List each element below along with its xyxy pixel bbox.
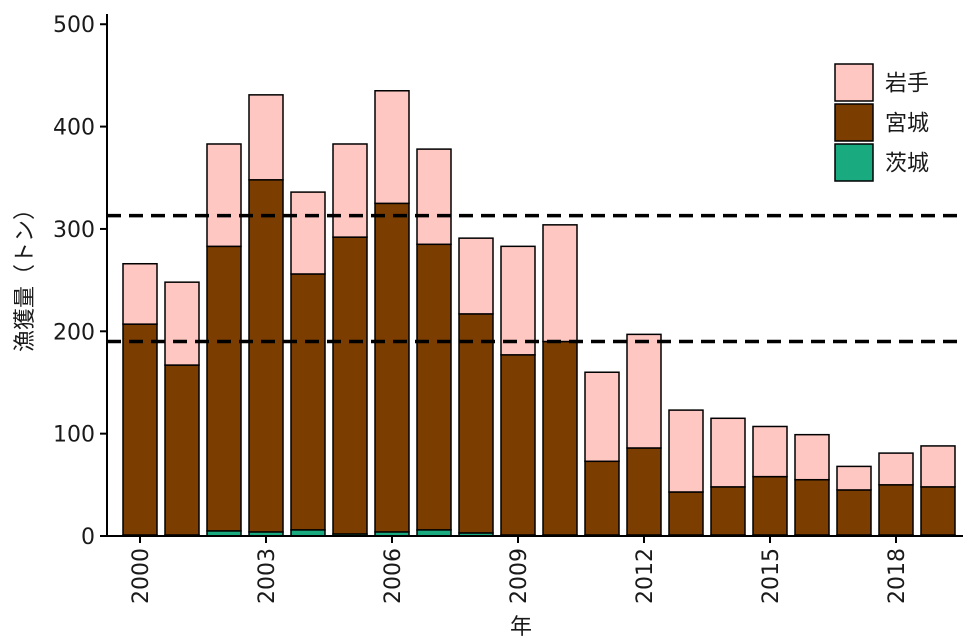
- bar-segment: [542, 224, 578, 343]
- bar-segment: [122, 323, 158, 536]
- bar-segment: [626, 333, 662, 449]
- x-ticks-layer: 2000 2003 2006 2009 2012 2015 2018: [129, 536, 910, 604]
- bar-segment: [416, 243, 452, 531]
- legend-label: 茨城: [885, 152, 929, 177]
- reference-lines-layer: [107, 213, 963, 344]
- bar-segment: [710, 486, 746, 536]
- x-tick-label: 2000: [129, 548, 154, 604]
- bar-segment: [248, 179, 284, 533]
- bar-segment: [626, 447, 662, 536]
- bar-segment: [710, 417, 746, 488]
- bar-segment: [206, 245, 242, 532]
- bar-segment: [206, 143, 242, 248]
- bar-segment: [458, 313, 494, 534]
- x-tick-label: 2006: [381, 548, 406, 604]
- bar-segment: [458, 237, 494, 315]
- bar-segment: [752, 425, 788, 478]
- y-tick-label: 100: [53, 423, 95, 448]
- bar-segment: [878, 484, 914, 536]
- bar-segment: [374, 202, 410, 533]
- x-tick-label: 2003: [255, 548, 280, 604]
- bar-segment: [752, 475, 788, 536]
- bar-segment: [836, 465, 872, 491]
- bar-segment: [416, 148, 452, 246]
- legend-swatch: [834, 143, 874, 182]
- bar-segment: [500, 354, 536, 536]
- legend-label: 宮城: [885, 112, 929, 137]
- y-tick-label: 400: [53, 116, 95, 141]
- x-tick-label: 2012: [633, 548, 658, 604]
- bar-segment: [290, 191, 326, 275]
- bar-segment: [584, 371, 620, 463]
- bar-segment: [584, 460, 620, 536]
- legend-label: 岩手: [885, 72, 929, 97]
- bar-segment: [920, 445, 956, 488]
- bar-segment: [164, 281, 200, 366]
- bar-segment: [794, 478, 830, 536]
- legend-swatch: [834, 103, 874, 142]
- y-ticks-layer: 0 100 200 300 400 500: [53, 13, 107, 550]
- bar-segment: [332, 236, 368, 535]
- x-tick-label: 2009: [507, 548, 532, 604]
- bar-segment: [794, 433, 830, 481]
- bar-segment: [332, 143, 368, 238]
- x-tick-label: 2015: [759, 548, 784, 604]
- y-tick-label: 0: [81, 525, 95, 550]
- bar-segment: [164, 364, 200, 536]
- bar-segment: [248, 94, 284, 181]
- bar-segment: [668, 491, 704, 536]
- y-tick-label: 300: [53, 218, 95, 243]
- x-axis-title: 年: [510, 615, 532, 640]
- bar-segment: [836, 489, 872, 536]
- y-tick-label: 500: [53, 13, 95, 38]
- bar-segment: [500, 245, 536, 356]
- bar-segment: [668, 409, 704, 493]
- bar-segment: [878, 452, 914, 486]
- x-tick-label: 2018: [885, 548, 910, 604]
- bar-segment: [290, 273, 326, 531]
- legend-swatch: [834, 63, 874, 102]
- bar-segment: [542, 340, 578, 536]
- bar-segment: [374, 90, 410, 205]
- bars-layer: [122, 90, 956, 537]
- bar-segment: [122, 262, 158, 325]
- y-axis-title: 漁獲量（トン）: [13, 198, 38, 352]
- y-tick-label: 200: [53, 320, 95, 345]
- axes-layer: [106, 14, 963, 537]
- bar-segment: [920, 486, 956, 536]
